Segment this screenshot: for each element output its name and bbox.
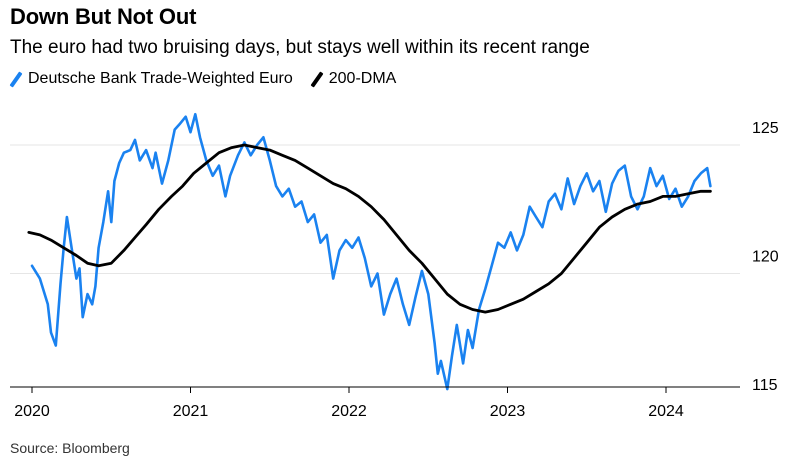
legend-label-trade-weighted-euro: Deutsche Bank Trade-Weighted Euro	[28, 70, 293, 87]
series-line-trade-weighted-euro	[30, 112, 712, 391]
y-tick-label-120: 120	[752, 249, 779, 266]
legend: Deutsche Bank Trade-Weighted Euro 200-DM…	[9, 70, 414, 88]
series-lines	[27, 112, 712, 391]
y-tick-label-115: 115	[752, 377, 778, 394]
source-note: Source: Bloomberg	[10, 440, 130, 456]
x-tick-label-2021: 2021	[173, 403, 209, 420]
legend-item-trade-weighted-euro: Deutsche Bank Trade-Weighted Euro	[9, 70, 293, 88]
x-tick-label-2023: 2023	[490, 403, 526, 420]
legend-label-200-dma: 200-DMA	[328, 70, 397, 87]
axes: 125 120 115 2020 2021 2022 2023 2024	[10, 120, 779, 420]
series-line-200-dma	[27, 143, 712, 314]
chart-subtitle: The euro had two bruising days, but stay…	[10, 37, 590, 58]
y-tick-label-125: 125	[752, 120, 779, 137]
line-chart: 125 120 115 2020 2021 2022 2023 2024	[10, 112, 779, 420]
legend-item-200-dma: 200-DMA	[310, 70, 397, 88]
x-tick-label-2024: 2024	[648, 403, 684, 420]
chart-title: Down But Not Out	[10, 4, 197, 29]
x-tick-label-2020: 2020	[14, 403, 50, 420]
x-tick-label-2022: 2022	[331, 403, 367, 420]
